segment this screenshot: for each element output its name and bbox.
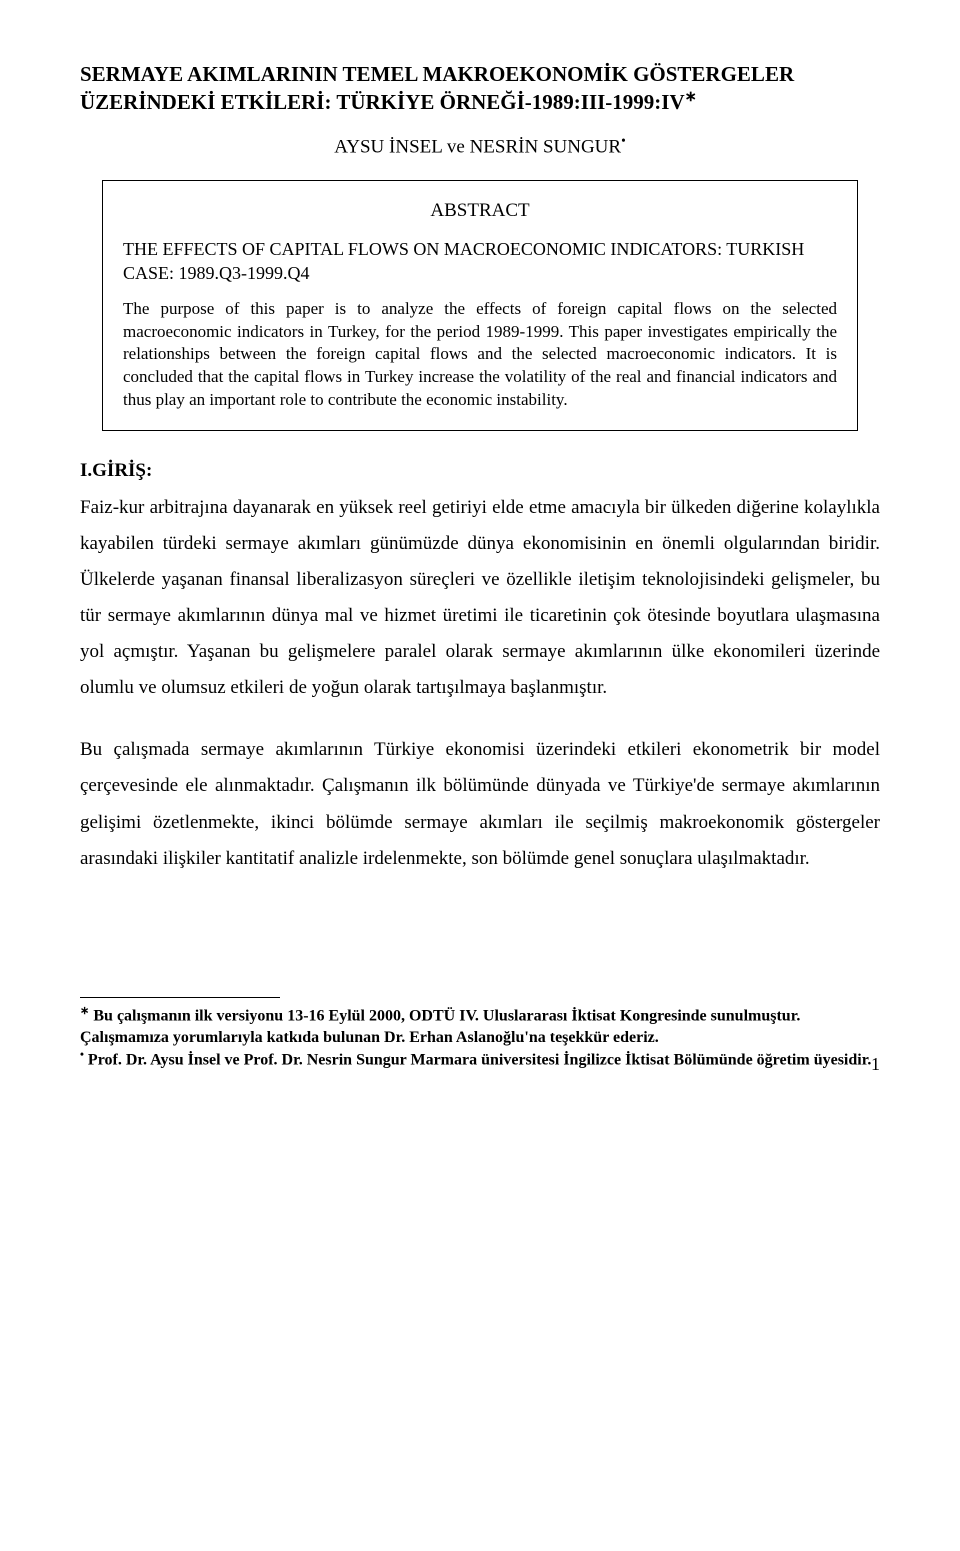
footnote-2: Çalışmamıza yorumlarıyla katkıda bulunan… (80, 1027, 880, 1049)
authors-line: AYSU İNSEL ve NESRİN SUNGUR• (80, 131, 880, 162)
abstract-box: ABSTRACT THE EFFECTS OF CAPITAL FLOWS ON… (102, 180, 858, 432)
footnote-1-marker: ∗ (80, 1005, 89, 1017)
footnotes-block: ∗ Bu çalışmanın ilk versiyonu 13-16 Eylü… (80, 997, 880, 1078)
authors-text: AYSU İNSEL ve NESRİN SUNGUR (334, 136, 621, 157)
footnote-1: ∗ Bu çalışmanın ilk versiyonu 13-16 Eylü… (80, 1004, 880, 1027)
authors-footnote-marker: • (621, 133, 626, 148)
title-footnote-marker: ∗ (685, 89, 697, 105)
abstract-body: The purpose of this paper is to analyze … (123, 298, 837, 413)
paragraph-1: Faiz-kur arbitrajına dayanarak en yüksek… (80, 490, 880, 707)
abstract-heading: ABSTRACT (123, 197, 837, 226)
footnote-rule (80, 997, 280, 998)
paper-title: SERMAYE AKIMLARININ TEMEL MAKROEKONOMİK … (80, 60, 880, 117)
section-heading: I.GİRİŞ: (80, 457, 880, 486)
paragraph-2: Bu çalışmada sermaye akımlarının Türkiye… (80, 732, 880, 876)
page-number: 1 (80, 1051, 880, 1078)
abstract-subtitle: THE EFFECTS OF CAPITAL FLOWS ON MACROECO… (123, 237, 837, 286)
footnote-1-text: Bu çalışmanın ilk versiyonu 13-16 Eylül … (89, 1007, 800, 1024)
